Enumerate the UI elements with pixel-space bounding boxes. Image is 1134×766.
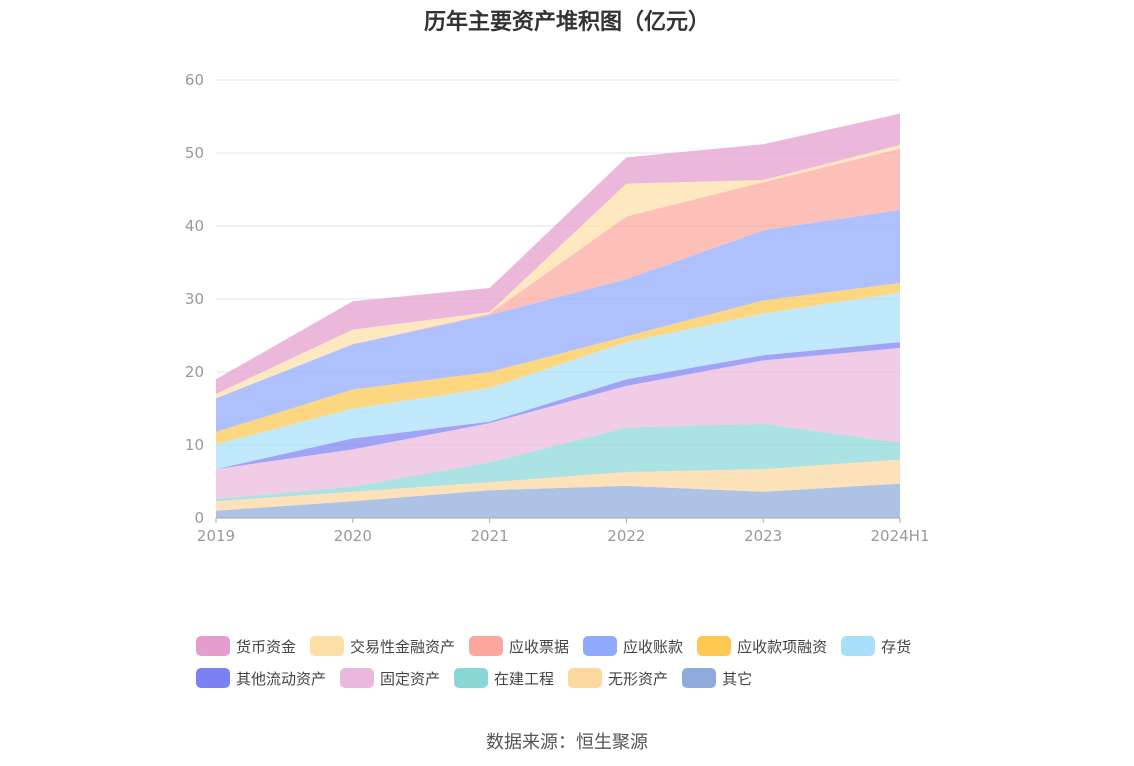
source-note: 数据来源：恒生聚源: [486, 732, 648, 753]
legend-item[interactable]: 货币资金: [196, 636, 296, 657]
legend-swatch: [469, 636, 504, 656]
legend-item[interactable]: 存货: [841, 636, 911, 657]
legend-item[interactable]: 应收款项融资: [697, 636, 827, 657]
area-其它: [216, 483, 900, 518]
legend-swatch: [310, 636, 345, 656]
stacked-area-chart: 0 10 20 30 40 50 60 2019 2020 2021 2022 2023 2024H1: [185, 71, 930, 545]
y-tick-label: 60: [185, 71, 204, 89]
legend-label: 无形资产: [608, 669, 669, 688]
legend-label: 存货: [881, 637, 912, 656]
legend-swatch: [196, 636, 230, 656]
legend-label: 货币资金: [236, 637, 297, 656]
legend-swatch: [697, 636, 732, 656]
x-tick-label: 2020: [334, 527, 372, 545]
legend-swatch: [682, 668, 717, 688]
area-存货: [216, 292, 900, 470]
legend-item[interactable]: 其它: [682, 668, 752, 689]
y-tick-label: 50: [185, 144, 204, 162]
area-其他流动资产: [216, 342, 900, 470]
legend-swatch: [568, 668, 603, 688]
legend-label: 应收款项融资: [737, 637, 828, 656]
legend-item[interactable]: 应收票据: [469, 636, 569, 657]
area-无形资产: [216, 459, 900, 511]
legend-label: 在建工程: [494, 669, 555, 688]
area-应收票据: [216, 148, 900, 399]
area-应收账款: [216, 209, 900, 432]
legend-label: 交易性金融资产: [350, 637, 456, 656]
x-tick-label: 2024H1: [871, 527, 930, 545]
legend-label: 固定资产: [380, 669, 441, 688]
legend-swatch: [583, 636, 618, 656]
legend-item[interactable]: 应收账款: [583, 636, 683, 657]
legend-item[interactable]: 其他流动资产: [196, 668, 326, 689]
area-交易性金融资产: [216, 144, 900, 399]
chart-title: 历年主要资产堆积图（亿元）: [423, 10, 710, 35]
legend: 货币资金 交易性金融资产 应收票据 应收账款 应收款项融资 存货 其他流动资产 固定资产 在建…: [196, 630, 976, 694]
legend-swatch: [196, 668, 230, 688]
y-tick-label: 10: [185, 436, 204, 454]
y-tick-label: 0: [194, 509, 204, 527]
y-tick-label: 40: [185, 217, 204, 235]
legend-swatch: [454, 668, 489, 688]
x-tick-label: 2019: [197, 527, 235, 545]
legend-row-1: 货币资金 交易性金融资产 应收票据 应收账款 应收款项融资 存货: [196, 630, 976, 662]
x-tick-label: 2022: [607, 527, 645, 545]
area-在建工程: [216, 423, 900, 502]
y-tick-label: 30: [185, 290, 204, 308]
legend-item[interactable]: 交易性金融资产: [310, 636, 455, 657]
legend-item[interactable]: 无形资产: [568, 668, 668, 689]
x-tick-label: 2021: [471, 527, 509, 545]
legend-label: 其他流动资产: [236, 669, 327, 688]
y-tick-label: 20: [185, 363, 204, 381]
area-应收款项融资: [216, 282, 900, 445]
legend-label: 其它: [722, 669, 753, 688]
legend-swatch: [340, 668, 375, 688]
legend-label: 应收票据: [509, 637, 570, 656]
legend-item[interactable]: 在建工程: [454, 668, 554, 689]
area-固定资产: [216, 347, 900, 500]
legend-label: 应收账款: [623, 637, 684, 656]
area-货币资金: [216, 113, 900, 394]
legend-item[interactable]: 固定资产: [340, 668, 440, 689]
legend-swatch: [841, 636, 876, 656]
x-tick-label: 2023: [744, 527, 782, 545]
legend-row-2: 其他流动资产 固定资产 在建工程 无形资产 其它: [196, 662, 976, 694]
